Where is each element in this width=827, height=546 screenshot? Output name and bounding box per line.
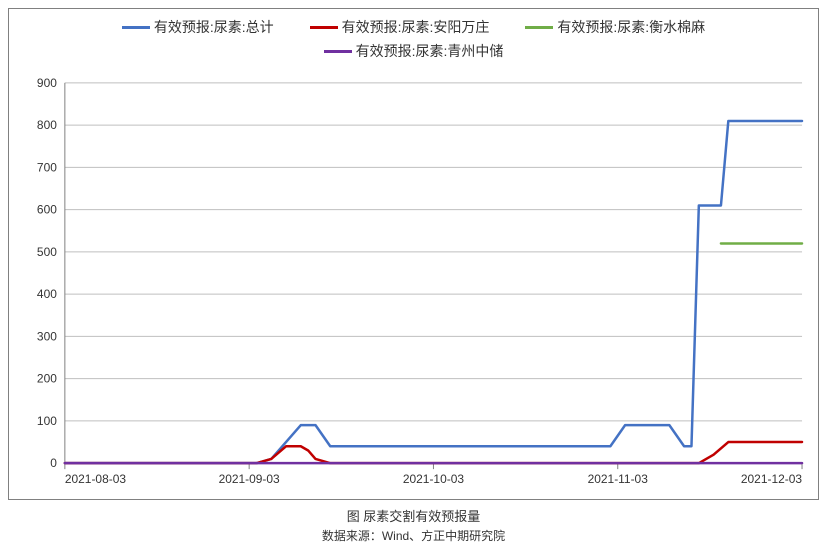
- chart-box: 有效预报:尿素:总计 有效预报:尿素:安阳万庄 有效预报:尿素:衡水棉麻有效预报:尿…: [8, 8, 819, 500]
- svg-text:400: 400: [37, 287, 57, 301]
- chart-title: 图 尿素交割有效预报量: [8, 506, 819, 525]
- legend-swatch: [525, 26, 553, 29]
- chart-container: 有效预报:尿素:总计 有效预报:尿素:安阳万庄 有效预报:尿素:衡水棉麻有效预报:尿…: [0, 0, 827, 546]
- line-chart: 0 100 200 300 400 500 600 700 800 900 2021-08-03 20…: [9, 67, 818, 497]
- svg-text:2021-11-03: 2021-11-03: [588, 472, 649, 486]
- svg-text:200: 200: [37, 372, 57, 386]
- svg-text:500: 500: [37, 245, 57, 259]
- svg-text:600: 600: [37, 203, 57, 217]
- svg-text:2021-10-03: 2021-10-03: [403, 472, 464, 486]
- legend-item: 有效预报:尿素:衡水棉麻: [525, 17, 705, 37]
- legend-label: 有效预报:尿素:衡水棉麻: [557, 17, 705, 37]
- svg-text:100: 100: [37, 414, 57, 428]
- svg-text:2021-12-03: 2021-12-03: [741, 472, 802, 486]
- svg-text:900: 900: [37, 76, 57, 90]
- chart-source: 数据来源：Wind、方正中期研究院: [8, 527, 819, 544]
- legend-item: 有效预报:尿素:青州中储: [324, 41, 504, 61]
- svg-text:700: 700: [37, 160, 57, 174]
- plot-area: 0 100 200 300 400 500 600 700 800 900 2021-08-03 20…: [9, 67, 818, 497]
- svg-text:2021-09-03: 2021-09-03: [219, 472, 280, 486]
- chart-footer: 图 尿素交割有效预报量 数据来源：Wind、方正中期研究院: [8, 506, 819, 544]
- svg-text:0: 0: [50, 456, 57, 470]
- legend-item: 有效预报:尿素:安阳万庄: [310, 17, 490, 37]
- legend-swatch: [310, 26, 338, 29]
- svg-text:800: 800: [37, 118, 57, 132]
- svg-text:300: 300: [37, 329, 57, 343]
- svg-text:2021-08-03: 2021-08-03: [65, 472, 126, 486]
- legend-label: 有效预报:尿素:青州中储: [356, 41, 504, 61]
- legend-swatch: [324, 50, 352, 53]
- legend: 有效预报:尿素:总计 有效预报:尿素:安阳万庄 有效预报:尿素:衡水棉麻有效预报:尿…: [9, 9, 818, 67]
- legend-swatch: [122, 26, 150, 29]
- legend-label: 有效预报:尿素:总计: [154, 17, 274, 37]
- legend-label: 有效预报:尿素:安阳万庄: [342, 17, 490, 37]
- legend-item: 有效预报:尿素:总计: [122, 17, 274, 37]
